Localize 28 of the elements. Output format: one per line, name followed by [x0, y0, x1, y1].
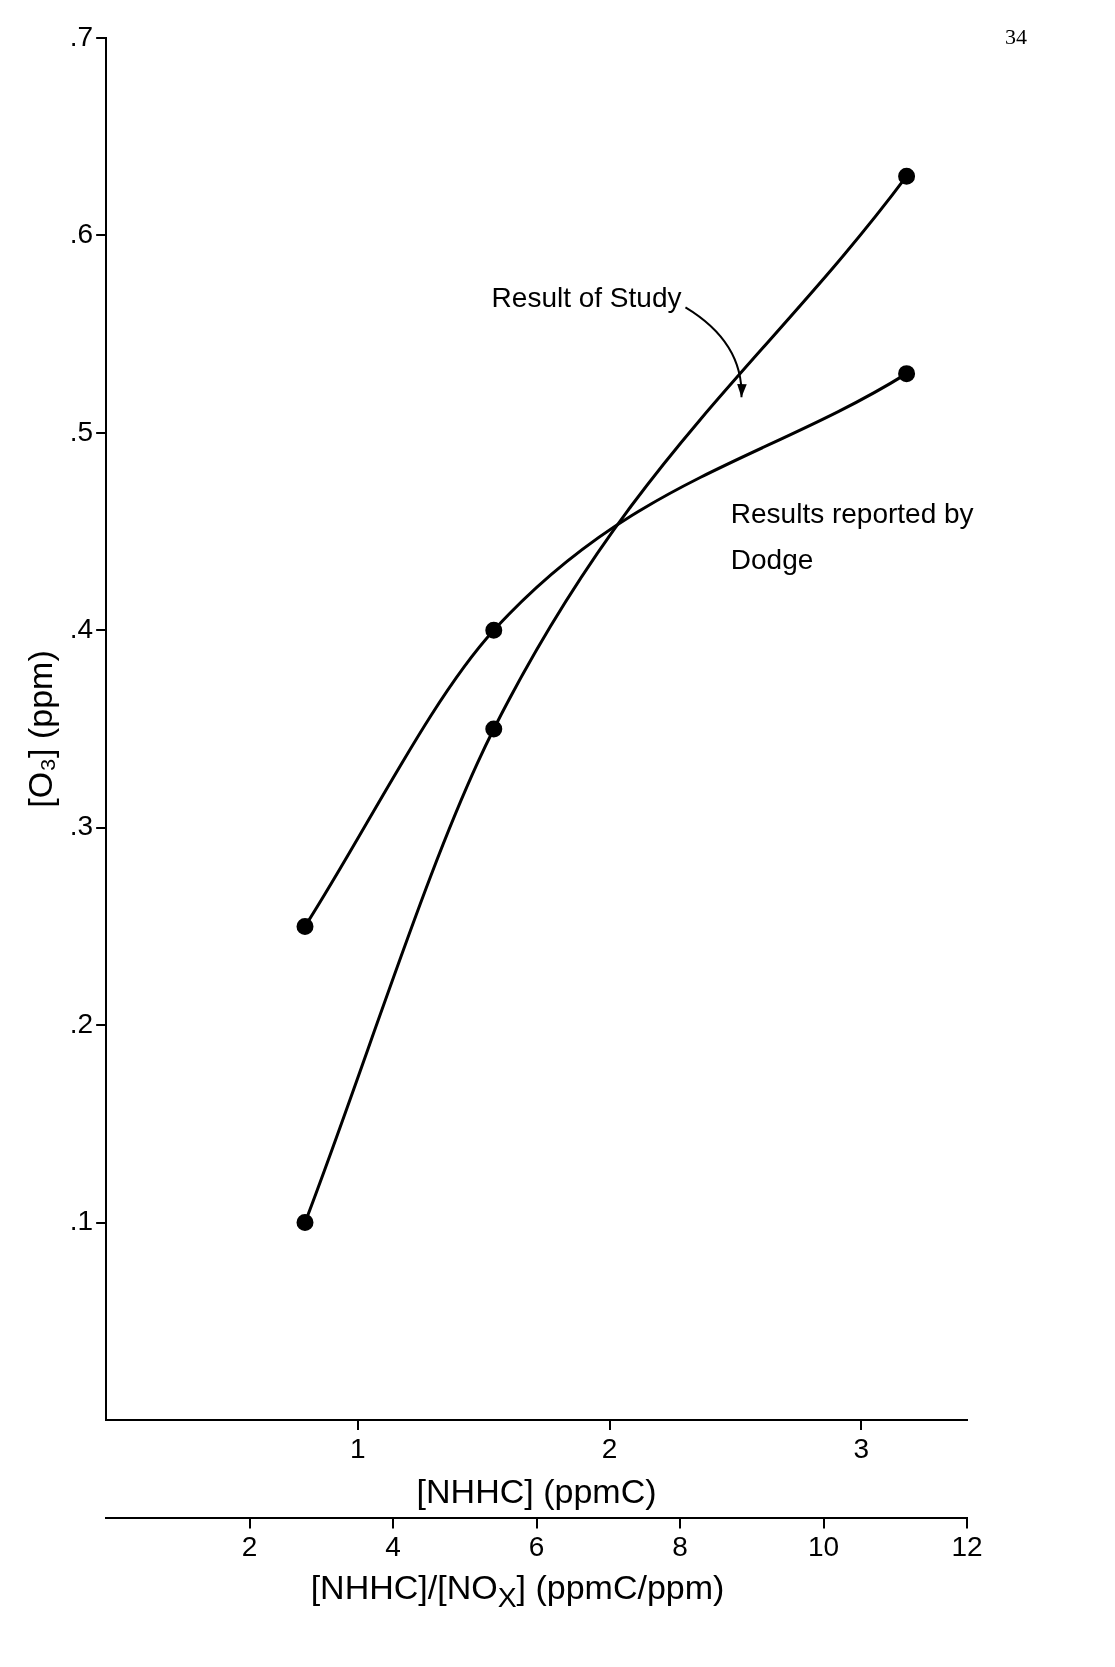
y-tick-label: .6: [69, 218, 94, 250]
x2-tick-label: 12: [951, 1530, 983, 1562]
point: [296, 1214, 314, 1232]
y-tick-label: .4: [69, 613, 94, 644]
x-tick-label: 1: [350, 1432, 366, 1464]
x2-tick-label: 4: [385, 1530, 401, 1562]
x2-tick-label: 10: [807, 1530, 840, 1562]
y-tick-label: .7: [69, 20, 94, 52]
x-tick-label: 2: [601, 1432, 618, 1464]
y-tick-label: .3: [69, 810, 94, 842]
x2-tick-label: 8: [672, 1530, 688, 1562]
y-tick-label: .2: [69, 1007, 94, 1039]
text: 34: [1005, 24, 1027, 49]
x-tick-label: 3: [853, 1432, 870, 1464]
point: [898, 365, 916, 383]
series-label: Results reported by Dodge: [730, 498, 974, 576]
point: [296, 917, 314, 935]
point: [485, 621, 503, 639]
text: Result of Study: [491, 282, 682, 314]
x-axis-title: [NHHC] (ppmC): [416, 1472, 657, 1511]
x2-tick-label: 2: [241, 1530, 258, 1562]
y-tick-label: .1: [69, 1205, 94, 1237]
y-tick-label: .5: [69, 415, 94, 447]
y-axis-title: [O₃] (ppm): [20, 650, 59, 808]
x2-axis-title: [NHHC]/[NO$_{X}$] (ppmC/ppm): [309, 1568, 726, 1614]
point: [485, 720, 503, 738]
point: [898, 167, 916, 185]
x2-tick-label: 6: [528, 1530, 545, 1562]
